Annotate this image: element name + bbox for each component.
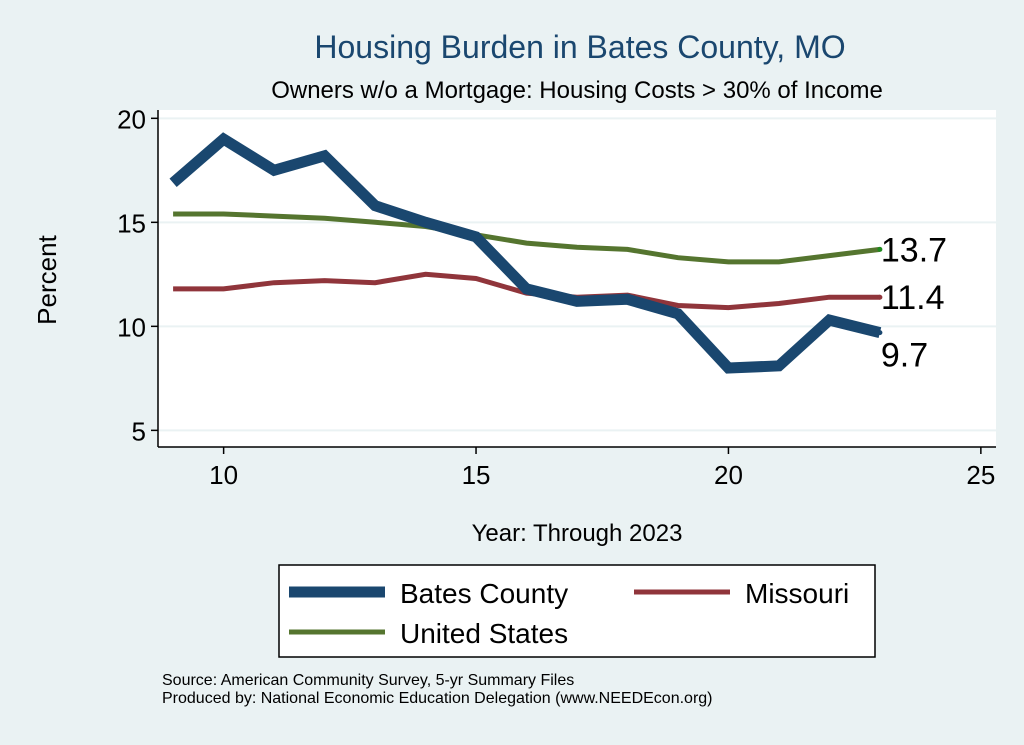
- x-tick-label: 10: [209, 460, 238, 490]
- legend-label-united-states: United States: [400, 618, 568, 649]
- x-tick-label: 20: [714, 460, 743, 490]
- series-line-bates-county: [169, 132, 882, 374]
- y-tick-label: 10: [117, 312, 146, 342]
- y-axis-label: Percent: [32, 234, 62, 324]
- end-label-bates-county: 9.7: [881, 337, 928, 375]
- source-note: Source: American Community Survey, 5-yr …: [162, 672, 575, 689]
- x-tick-label: 25: [966, 460, 995, 490]
- chart-title: Housing Burden in Bates County, MO: [314, 29, 845, 65]
- end-label-united-states: 13.7: [881, 231, 947, 269]
- chart-subtitle: Owners w/o a Mortgage: Housing Costs > 3…: [271, 77, 883, 104]
- legend-label-missouri: Missouri: [745, 578, 849, 609]
- axes: 5 10 15 20 10 15 20 25: [117, 104, 996, 490]
- x-tick-label: 15: [462, 460, 491, 490]
- producer-note: Produced by: National Economic Education…: [162, 690, 713, 707]
- y-tick-label: 5: [132, 416, 146, 446]
- legend-box: [278, 564, 876, 658]
- x-axis-label: Year: Through 2023: [472, 520, 683, 547]
- series-end-point-missouri: [877, 294, 883, 300]
- series-line-united-states: [173, 211, 881, 265]
- y-tick-label: 15: [117, 208, 146, 238]
- series-end-point-united-states: [877, 246, 883, 252]
- end-label-missouri: 11.4: [881, 279, 945, 317]
- legend-label-bates-county: Bates County: [400, 578, 568, 609]
- series-lines: [169, 132, 883, 374]
- legend: Bates County Missouri United States: [278, 564, 876, 658]
- y-tick-label: 20: [117, 104, 146, 134]
- series-end-point-bates-county: [877, 330, 883, 336]
- end-labels: 13.7 11.4 9.7: [881, 231, 947, 374]
- plot-area: [158, 110, 996, 447]
